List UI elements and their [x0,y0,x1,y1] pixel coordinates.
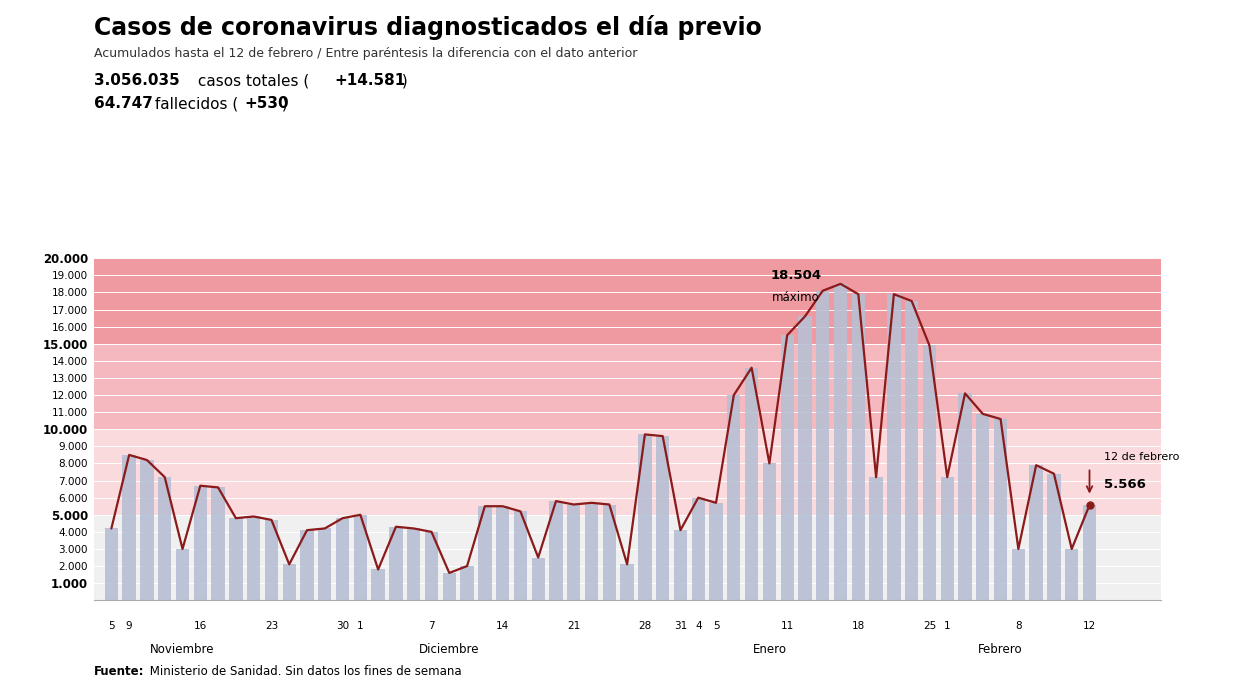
Bar [158,477,171,600]
Text: 12: 12 [1083,621,1096,631]
Text: 28: 28 [638,621,651,631]
Bar [1030,465,1043,600]
Bar [94,515,1161,600]
Bar [105,528,119,600]
Bar [1083,505,1096,600]
Bar [638,434,651,600]
Bar [709,503,723,600]
Text: +14.581: +14.581 [334,73,406,88]
Text: Enero: Enero [753,643,786,656]
Bar [958,394,972,600]
Bar [763,463,776,600]
Bar [887,294,901,600]
Text: ): ) [397,73,408,88]
Text: Casos de coronavirus diagnosticados el día previo: Casos de coronavirus diagnosticados el d… [94,15,761,40]
Text: casos totales (: casos totales ( [193,73,310,88]
Text: máximo: máximo [773,291,820,304]
Bar [603,505,617,600]
Text: 8: 8 [1015,621,1022,631]
Bar [247,517,261,600]
Text: 5: 5 [713,621,719,631]
Bar [94,258,1161,343]
Text: 7: 7 [428,621,434,631]
Text: 31: 31 [674,621,688,631]
Bar [799,316,811,600]
Bar [905,301,919,600]
Bar [1012,549,1025,600]
Bar [176,549,190,600]
Bar [922,346,936,600]
Text: 18.504: 18.504 [770,269,821,282]
Bar [1047,474,1061,600]
Bar [745,368,759,600]
Text: 9: 9 [126,621,132,631]
Text: 16: 16 [193,621,207,631]
Bar [122,455,136,600]
Bar [318,528,332,600]
Text: Fuente:: Fuente: [94,665,144,678]
Bar [282,565,296,600]
Bar [976,414,990,600]
Bar [407,528,421,600]
Bar [532,558,545,600]
Text: 1: 1 [943,621,951,631]
Bar [478,506,492,600]
Bar [193,486,207,600]
Text: 11: 11 [780,621,794,631]
Text: 25: 25 [922,621,936,631]
Bar [656,436,669,600]
Bar [461,566,474,600]
Bar [993,419,1007,600]
Text: Febrero: Febrero [978,643,1023,656]
Text: 14: 14 [495,621,509,631]
Bar [851,294,865,600]
Text: Diciembre: Diciembre [419,643,479,656]
Bar [691,498,705,600]
Bar [674,530,688,600]
Text: ): ) [277,96,288,111]
Text: Noviembre: Noviembre [150,643,215,656]
Bar [780,335,794,600]
Bar [443,573,456,600]
Bar [1065,549,1078,600]
Bar [372,570,384,600]
Text: 12 de febrero: 12 de febrero [1103,452,1179,462]
Text: 3.056.035: 3.056.035 [94,73,180,88]
Bar [301,530,313,600]
Bar [870,477,882,600]
Bar [336,518,349,600]
Bar [728,395,740,600]
Bar [816,291,830,600]
Text: 4: 4 [695,621,701,631]
Text: 5.566: 5.566 [1103,478,1146,491]
Bar [941,477,953,600]
Bar [265,520,278,600]
Bar [389,527,403,600]
Bar [211,487,225,600]
Bar [140,460,154,600]
Text: fallecidos (: fallecidos ( [150,96,238,111]
Bar [353,515,367,600]
Text: +530: +530 [245,96,290,111]
Bar [94,429,1161,515]
Text: 18: 18 [851,621,865,631]
Bar [834,284,847,600]
Text: 21: 21 [567,621,580,631]
Bar [585,503,598,600]
Bar [549,501,563,600]
Bar [495,506,509,600]
Text: 1: 1 [357,621,363,631]
Bar [94,344,1161,429]
Text: 23: 23 [265,621,278,631]
Text: 30: 30 [336,621,349,631]
Text: Acumulados hasta el 12 de febrero / Entre paréntesis la diferencia con el dato a: Acumulados hasta el 12 de febrero / Entr… [94,47,636,61]
Bar [514,512,527,600]
Bar [230,518,242,600]
Bar [567,505,580,600]
Bar [424,532,438,600]
Text: Ministerio de Sanidad. Sin datos los fines de semana: Ministerio de Sanidad. Sin datos los fin… [146,665,462,678]
Bar [620,565,634,600]
Text: 64.747: 64.747 [94,96,152,111]
Text: 5: 5 [109,621,115,631]
